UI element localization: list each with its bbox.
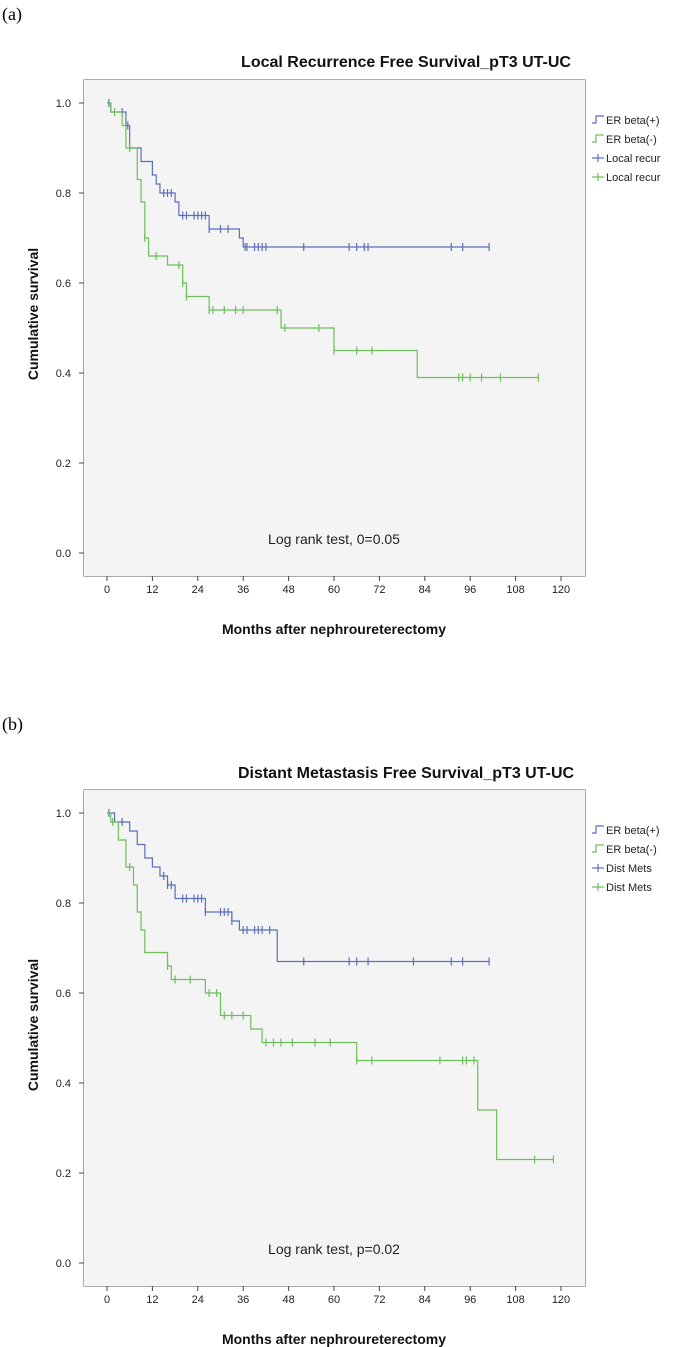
chart-b-title: Distant Metastasis Free Survival_pT3 UT-…: [238, 765, 575, 782]
chart-b-x-tick-label: 0: [104, 1294, 110, 1306]
chart-a-y-tick-label: 0.4: [56, 368, 71, 380]
chart-a-legend-label: Local recur: [606, 153, 661, 165]
chart-a-legend-label: ER beta(+): [606, 115, 660, 127]
chart-b-legend-line-symbol: [592, 825, 604, 834]
chart-a-x-tick-label: 0: [104, 584, 110, 596]
chart-a-x-tick-label: 36: [237, 584, 249, 596]
chart-b-x-tick-label: 36: [237, 1294, 249, 1306]
chart-a-logrank-annotation: Log rank test, 0=0.05: [268, 531, 400, 547]
chart-b-logrank-annotation: Log rank test, p=0.02: [268, 1241, 400, 1257]
chart-b-ylabel: Cumulative survival: [25, 959, 41, 1091]
chart-a-x-tick-label: 84: [419, 584, 431, 596]
chart-a-y-tick-label: 0.2: [56, 458, 71, 470]
chart-b-legend-label: Dist Mets: [606, 882, 652, 894]
chart-a-series: [107, 99, 539, 382]
chart-a-xlabel: Months after nephroureterectomy: [222, 621, 446, 637]
chart-a-y-tick-label: 0.6: [56, 278, 71, 290]
chart-a-x-tick-label: 24: [192, 584, 204, 596]
chart-b-x-tick-label: 48: [282, 1294, 294, 1306]
chart-b-xlabel: Months after nephroureterectomy: [222, 1331, 446, 1347]
chart-a-title: Local Recurrence Free Survival_pT3 UT-UC: [241, 54, 571, 71]
chart-a-x-tick-label: 12: [146, 584, 158, 596]
panel-a-label: (a): [2, 4, 22, 25]
chart-b-y-tick-label: 1.0: [56, 808, 71, 820]
chart-a-series-er-beta-neg-line: [107, 102, 539, 379]
chart-a-legend-label: ER beta(-): [606, 134, 657, 146]
chart-b-y-tick-label: 0.6: [56, 988, 71, 1000]
chart-b-x-tick-label: 108: [506, 1294, 524, 1306]
chart-b-x-tick-label: 96: [464, 1294, 476, 1306]
chart-b-series: [107, 809, 555, 1164]
chart-a-legend-label: Local recur: [606, 172, 661, 184]
chart-a-y-tick-label: 1.0: [56, 98, 71, 110]
chart-a-x-tick-label: 96: [464, 584, 476, 596]
chart-a-legend: ER beta(+) ER beta(-) Local recur Local rec…: [592, 115, 661, 184]
panel-b-label: (b): [2, 714, 23, 735]
chart-b-y-tick-label: 0.8: [56, 898, 71, 910]
panel-b: (b) Distant Metastasis Free Survival_pT3…: [2, 714, 660, 1347]
chart-b-legend: ER beta(+) ER beta(-) Dist Mets Dist Mets: [592, 825, 660, 894]
chart-b-x-tick-label: 84: [419, 1294, 431, 1306]
chart-a-x-tick-label: 72: [373, 584, 385, 596]
chart-a-x-tick-label: 108: [506, 584, 524, 596]
chart-b-x-tick-label: 120: [552, 1294, 570, 1306]
chart-b-x-tick-label: 12: [146, 1294, 158, 1306]
chart-b-legend-label: Dist Mets: [606, 863, 652, 875]
chart-b-y-tick-label: 0.2: [56, 1168, 71, 1180]
chart-a-x-tick-label: 60: [328, 584, 340, 596]
chart-b-x-tick-label: 24: [192, 1294, 204, 1306]
chart-b-legend-label: ER beta(-): [606, 844, 657, 856]
chart-b-series-er-beta-neg-line: [107, 812, 554, 1161]
chart-a-y-tick-label: 0.0: [56, 548, 71, 560]
chart-a-x-tick-label: 48: [282, 584, 294, 596]
chart-a-legend-line-symbol: [592, 134, 604, 143]
chart-b-x-tick-label: 60: [328, 1294, 340, 1306]
chart-a-series-er-beta-pos-line: [107, 102, 490, 248]
chart-a-ylabel: Cumulative survival: [25, 248, 41, 380]
chart-a-x-tick-label: 120: [552, 584, 570, 596]
chart-b-plot-area: [84, 790, 585, 1286]
chart-b-y-tick-label: 0.4: [56, 1078, 71, 1090]
chart-b-legend-label: ER beta(+): [606, 825, 660, 837]
chart-a-ticks: 0 12 24 36 48 60 72 84 96 108 120 0.0 0.2 0.4 0.6 0.8 1.…: [56, 98, 570, 596]
panel-a: (a) Local Recurrence Free Survival_pT3 U…: [2, 4, 661, 637]
chart-a-legend-line-symbol: [592, 115, 604, 124]
chart-a-y-tick-label: 0.8: [56, 188, 71, 200]
chart-b-legend-line-symbol: [592, 844, 604, 853]
chart-b-ticks: 0 12 24 36 48 60 72 84 96 108 120 0.0 0.2 0.4 0.6 0.8 1.…: [56, 808, 570, 1306]
chart-b-x-tick-label: 72: [373, 1294, 385, 1306]
chart-b-y-tick-label: 0.0: [56, 1258, 71, 1270]
